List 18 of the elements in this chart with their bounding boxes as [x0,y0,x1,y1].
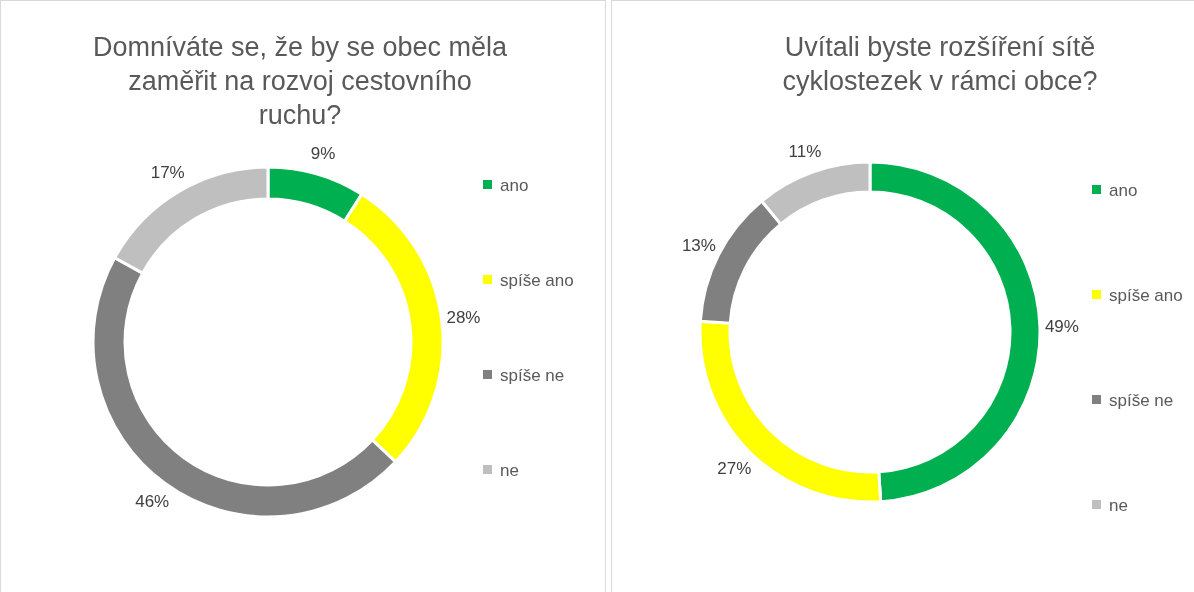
legend-label: spíše ne [1109,390,1174,410]
legend-label: ne [500,460,519,480]
legend-label: spíše ano [1109,285,1183,305]
data-label: 28% [446,308,481,328]
chart-title: Domníváte se, že by se obec měla zaměřit na rozvoj cestovního ruchu? [92,32,509,130]
data-label: 11% [788,142,822,162]
chart-title: Uvítali byste rozšíření sítě cyklostezek v rámci obce? [782,32,1098,96]
data-label: 13% [681,235,716,255]
legend-label: ano [1109,180,1138,200]
data-label: 27% [717,458,752,478]
data-label: 49% [1044,316,1079,336]
data-label: 17% [150,163,185,183]
data-label: 9% [310,143,336,163]
legend-label: spíše ano [500,270,574,290]
legend-label: ne [1109,495,1128,515]
legend-label: ano [500,175,529,195]
data-label: 46% [135,492,170,512]
legend-label: spíše ne [500,365,565,385]
